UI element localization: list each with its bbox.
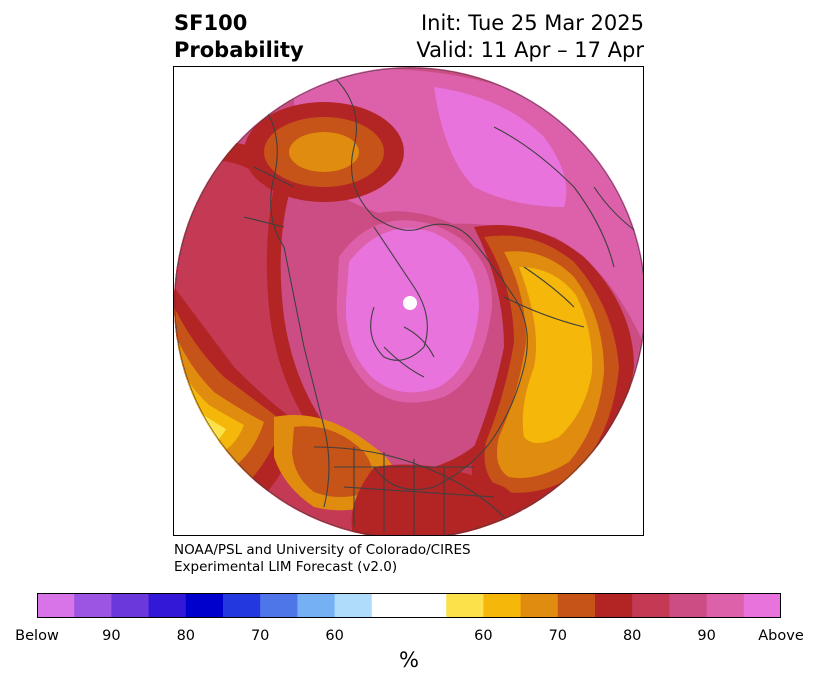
valid-dates: Valid: 11 Apr – 17 Apr [416, 38, 644, 62]
units-label: % [399, 648, 419, 672]
colorbar-swatch [409, 593, 447, 618]
colorbar-swatch [74, 593, 112, 618]
colorbar [37, 593, 781, 618]
map-title: SF100 Probability [174, 10, 304, 64]
colorbar-border [37, 593, 781, 618]
colorbar-tick-label: 80 [176, 628, 196, 644]
init-date: Init: Tue 25 Mar 2025 [420, 11, 644, 35]
colorbar-swatch [743, 593, 781, 618]
colorbar-swatch [334, 593, 373, 618]
colorbar-tick-label: 60 [325, 628, 344, 644]
above-60-east [519, 267, 593, 443]
colorbar-swatch [37, 593, 75, 618]
pole-hole [403, 296, 417, 310]
credit-text: NOAA/PSL and University of Colorado/CIRE… [174, 542, 471, 576]
colorbar-swatch [185, 593, 224, 618]
credit-line-1: NOAA/PSL and University of Colorado/CIRE… [174, 542, 471, 558]
colorbar-swatch [111, 593, 150, 618]
colorbar-swatch [260, 593, 298, 618]
credit-line-2: Experimental LIM Forecast (v2.0) [174, 559, 398, 575]
above-70-namerica [292, 426, 373, 497]
colorbar-tick-label: 70 [548, 628, 568, 644]
colorbar-swatch [223, 593, 261, 618]
above-65-pacific [289, 132, 359, 172]
colorbar-swatch [483, 593, 522, 618]
colorbar-swatch [557, 593, 596, 618]
colorbar-swatch [520, 593, 559, 618]
colorbar-tick-label: 60 [474, 628, 493, 644]
map-boundary [174, 67, 643, 535]
colorbar-tick-label: Below [15, 628, 59, 644]
above-outer-center [345, 228, 479, 393]
probability-field [174, 67, 643, 535]
probability-map [173, 66, 644, 536]
colorbar-tick-label: 90 [102, 628, 121, 644]
colorbar-swatch [632, 593, 670, 618]
title-line-2: Probability [174, 38, 304, 62]
colorbar-tick-label: 70 [250, 628, 270, 644]
above-outer-north [434, 87, 567, 207]
colorbar-swatch [371, 593, 410, 618]
colorbar-tick-label: Above [758, 628, 804, 644]
polar-map-svg [174, 67, 643, 535]
above-75-south [351, 464, 522, 535]
colorbar-tick-label: 80 [622, 628, 642, 644]
colorbar-tick-label: 90 [697, 628, 716, 644]
colorbar-swatch [148, 593, 187, 618]
forecast-dates: Init: Tue 25 Mar 2025 Valid: 11 Apr – 17… [416, 10, 644, 64]
colorbar-swatch [669, 593, 708, 618]
colorbar-swatch [706, 593, 745, 618]
colorbar-swatch [446, 593, 484, 618]
colorbar-swatch [297, 593, 336, 618]
title-line-1: SF100 [174, 11, 248, 35]
colorbar-swatch [595, 593, 633, 618]
